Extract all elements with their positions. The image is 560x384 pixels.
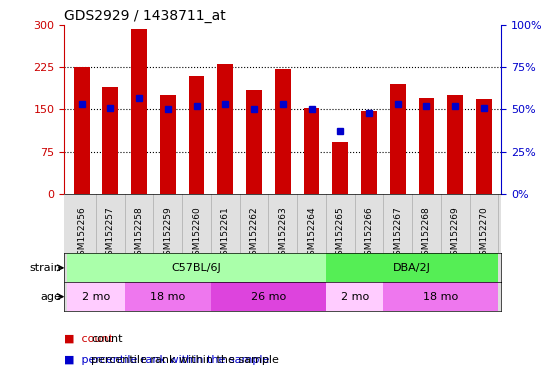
Bar <box>275 69 291 194</box>
Text: 2 mo: 2 mo <box>340 291 369 302</box>
Bar <box>304 108 319 194</box>
Text: ■  count: ■ count <box>64 334 113 344</box>
Text: 26 mo: 26 mo <box>251 291 286 302</box>
Bar <box>447 95 463 194</box>
Text: 18 mo: 18 mo <box>423 291 459 302</box>
Text: ■  percentile rank within the sample: ■ percentile rank within the sample <box>64 355 270 365</box>
Text: 18 mo: 18 mo <box>150 291 185 302</box>
Text: strain: strain <box>30 263 62 273</box>
Text: C57BL/6J: C57BL/6J <box>172 263 221 273</box>
Bar <box>217 65 233 194</box>
Bar <box>67 282 125 311</box>
Bar <box>160 95 176 194</box>
Bar <box>476 99 492 194</box>
Bar <box>390 84 405 194</box>
Bar <box>361 111 377 194</box>
Bar <box>189 76 204 194</box>
Text: percentile rank within the sample: percentile rank within the sample <box>91 355 279 365</box>
Bar <box>326 282 384 311</box>
Text: GDS2929 / 1438711_at: GDS2929 / 1438711_at <box>64 8 226 23</box>
Bar <box>131 29 147 194</box>
Text: 2 mo: 2 mo <box>82 291 110 302</box>
Bar <box>246 90 262 194</box>
Bar <box>125 282 211 311</box>
Text: DBA/2J: DBA/2J <box>393 263 431 273</box>
Bar <box>384 282 498 311</box>
Bar <box>74 67 90 194</box>
Bar <box>102 87 118 194</box>
Bar <box>333 142 348 194</box>
Text: age: age <box>41 291 62 302</box>
Bar <box>326 253 498 282</box>
Bar <box>67 253 326 282</box>
Bar <box>418 98 435 194</box>
Bar <box>211 282 326 311</box>
Text: count: count <box>91 334 123 344</box>
